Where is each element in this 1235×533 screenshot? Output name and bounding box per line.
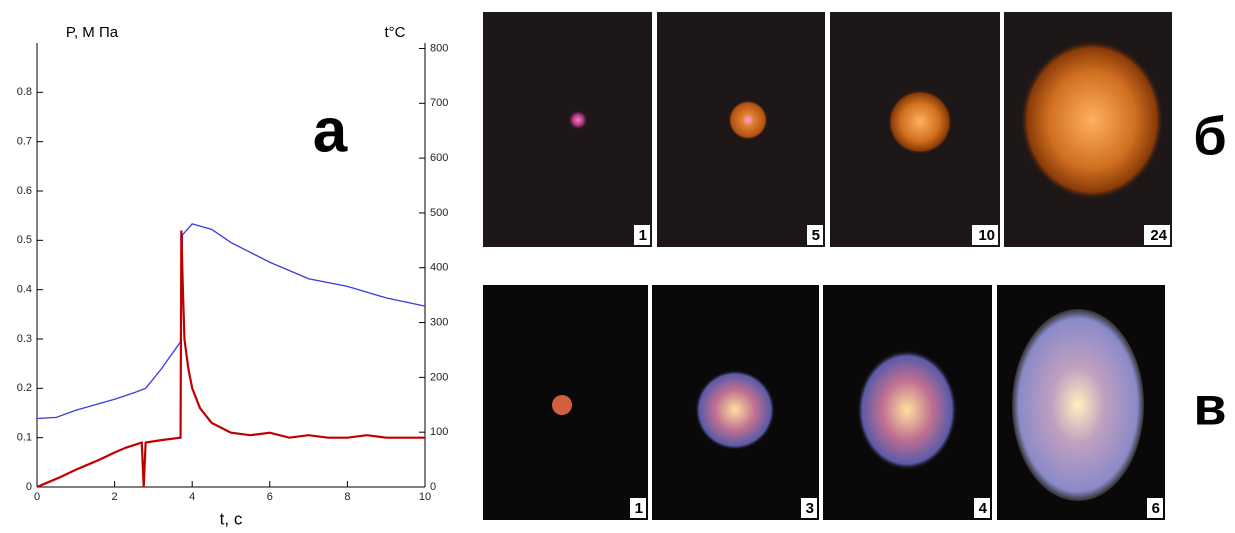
y-tick-label: 0.7 bbox=[17, 136, 32, 148]
photo-glow bbox=[888, 90, 952, 154]
y-tick-label: 0.8 bbox=[17, 86, 32, 98]
y2-tick-label: 600 bbox=[430, 152, 448, 164]
frame-label: 1 bbox=[635, 500, 643, 517]
y2-tick-label: 0 bbox=[430, 481, 436, 493]
photo-glow bbox=[857, 350, 957, 470]
y2-axis-label: t°C bbox=[385, 24, 406, 41]
data-line bbox=[36, 230, 425, 489]
y-axis-label: P, M Пa bbox=[66, 24, 119, 41]
x-tick-label: 4 bbox=[189, 491, 195, 503]
x-tick-label: 8 bbox=[344, 491, 350, 503]
frame-label: 10 bbox=[978, 227, 995, 244]
y2-tick-label: 700 bbox=[430, 97, 448, 109]
y-tick-label: 0.2 bbox=[17, 382, 32, 394]
photo-glow bbox=[1020, 40, 1164, 200]
x-tick-label: 0 bbox=[34, 491, 40, 503]
photo-strip bbox=[483, 12, 1172, 520]
photo-glow bbox=[728, 100, 768, 140]
frame-label-box bbox=[1144, 225, 1170, 245]
photo-glow bbox=[1012, 309, 1144, 501]
data-line bbox=[36, 223, 426, 420]
y-tick-label: 0.4 bbox=[17, 284, 32, 296]
frame-label: 24 bbox=[1150, 227, 1167, 244]
y2-tick-label: 400 bbox=[430, 262, 448, 274]
frame-label: 5 bbox=[812, 227, 820, 244]
y2-tick-label: 200 bbox=[430, 371, 448, 383]
y-tick-label: 0.6 bbox=[17, 185, 32, 197]
photo-glow bbox=[695, 370, 775, 450]
y2-tick-label: 300 bbox=[430, 316, 448, 328]
panel-letter: в bbox=[1193, 376, 1226, 436]
frame-label-box bbox=[634, 225, 650, 245]
frame-label-box bbox=[630, 498, 646, 518]
y2-tick-label: 100 bbox=[430, 426, 448, 438]
panel-letter: а bbox=[313, 96, 348, 165]
frame-label-box bbox=[807, 225, 823, 245]
y-tick-label: 0.1 bbox=[17, 432, 32, 444]
y2-tick-label: 800 bbox=[430, 42, 448, 54]
y-tick-label: 0 bbox=[26, 481, 32, 493]
frame-label-box bbox=[1147, 498, 1163, 518]
x-tick-label: 6 bbox=[267, 491, 273, 503]
x-tick-label: 2 bbox=[112, 491, 118, 503]
y-tick-label: 0.5 bbox=[17, 234, 32, 246]
photo-glow bbox=[568, 110, 588, 130]
frame-label: 3 bbox=[806, 500, 814, 517]
y2-tick-label: 500 bbox=[430, 207, 448, 219]
photo-glow bbox=[552, 395, 572, 415]
frame-label: 4 bbox=[979, 500, 988, 517]
panel-letter: б bbox=[1193, 106, 1226, 166]
frame-label: 6 bbox=[1152, 500, 1160, 517]
frame-label-box bbox=[801, 498, 817, 518]
photo bbox=[483, 12, 652, 247]
frame-label: 1 bbox=[639, 227, 647, 244]
x-tick-label: 10 bbox=[419, 491, 431, 503]
x-axis-label: t, c bbox=[220, 509, 243, 528]
frame-label-box bbox=[974, 498, 990, 518]
frame-label-box bbox=[972, 225, 998, 245]
y-tick-label: 0.3 bbox=[17, 333, 32, 345]
